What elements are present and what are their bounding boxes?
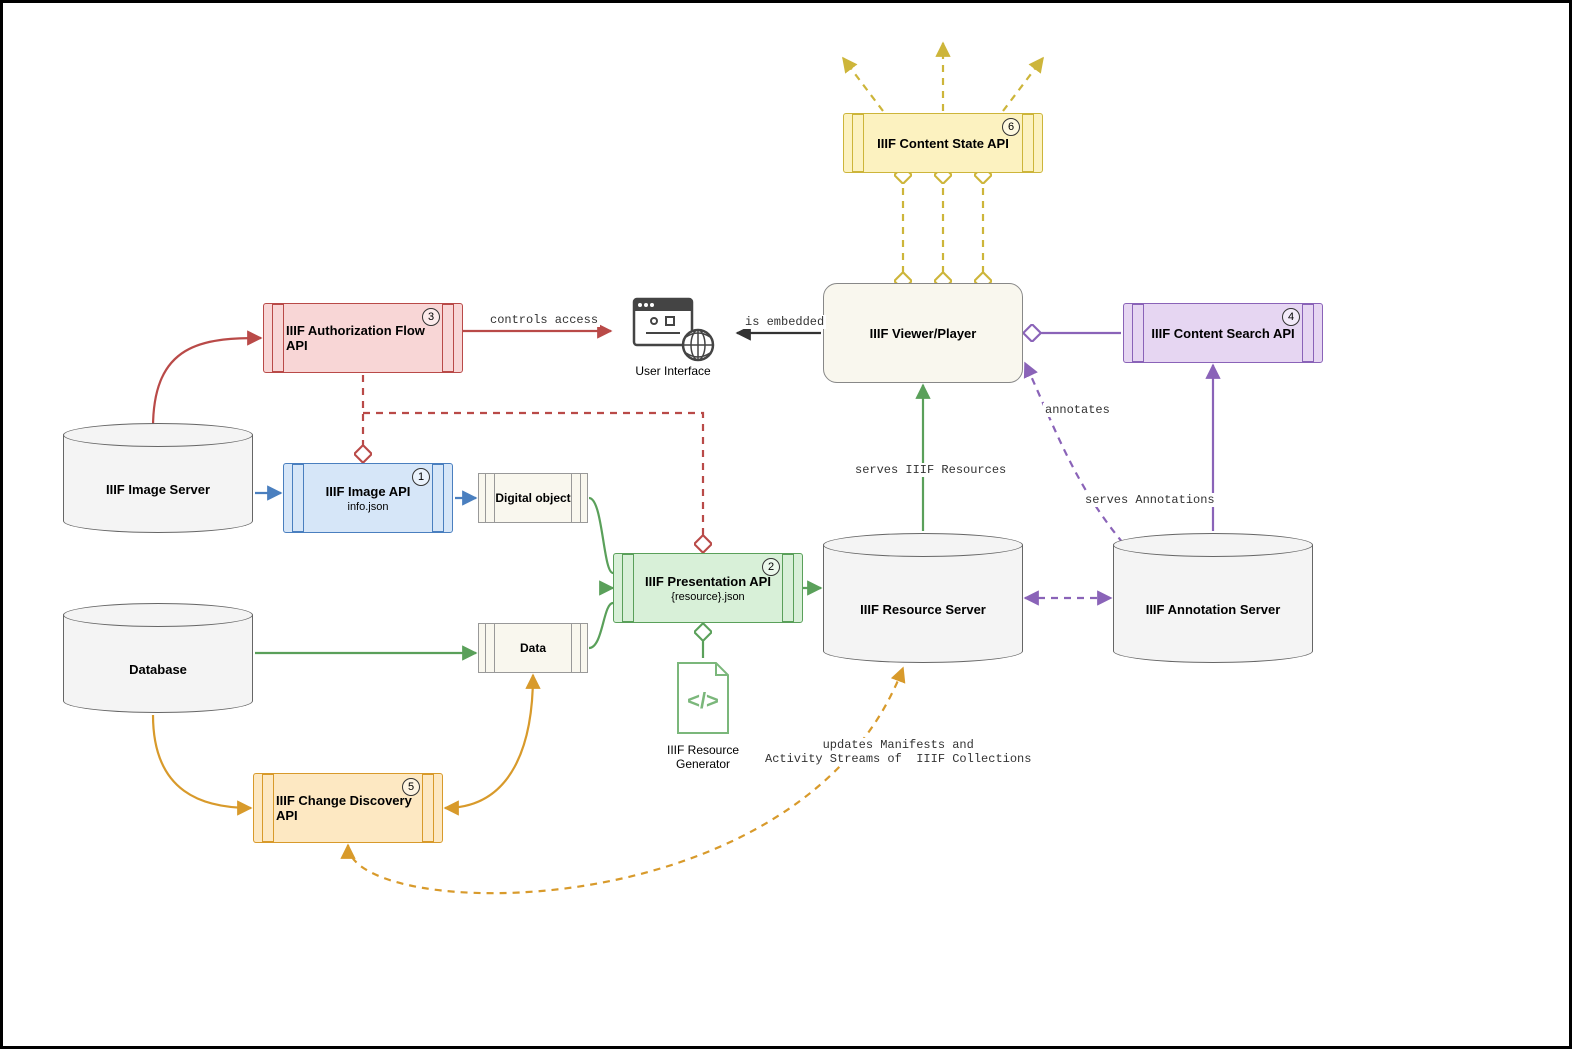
edge-e16c (1003, 58, 1043, 111)
content-search-api-badge: 4 (1282, 308, 1300, 326)
edge-e7 (589, 498, 613, 573)
edge-label-e18: serves Annotations (1083, 493, 1217, 507)
presentation-api-box: 2 IIIF Presentation API {resource}.json (613, 553, 803, 623)
presentation-api-title: IIIF Presentation API (645, 574, 771, 589)
svg-text:</>: </> (687, 688, 719, 713)
content-search-api-box: 4 IIIF Content Search API (1123, 303, 1323, 363)
edge-e8 (589, 603, 613, 648)
image-api-sub: info.json (348, 501, 389, 513)
content-state-api-badge: 6 (1002, 118, 1020, 136)
auth-api-box: 3 IIIF Authorization Flow API (263, 303, 463, 373)
edge-e20 (1025, 363, 1123, 543)
image-server-cylinder: IIIF Image Server (63, 423, 253, 533)
viewer-label: IIIF Viewer/Player (870, 326, 977, 341)
image-api-box: 1 IIIF Image API info.json (283, 463, 453, 533)
edge-e16 (843, 58, 883, 111)
resource-generator-icon: </> IIIF Resource Generator (653, 658, 753, 771)
edge-e1 (153, 338, 261, 428)
resource-server-cylinder: IIIF Resource Server (823, 533, 1023, 663)
edge-e12 (445, 675, 533, 808)
edge-label-e20: annotates (1043, 403, 1112, 417)
digital-object-box: Digital object (478, 473, 588, 523)
user-interface-icon: User Interface (613, 293, 733, 378)
data-box: Data (478, 623, 588, 673)
image-server-label: IIIF Image Server (106, 482, 210, 497)
database-label: Database (129, 662, 187, 677)
change-api-box: 5 IIIF Change Discovery API (253, 773, 443, 843)
edge-e11 (153, 715, 251, 808)
resource-server-label: IIIF Resource Server (860, 602, 986, 617)
change-api-title: IIIF Change Discovery API (276, 793, 420, 823)
edge-label-e10: serves IIIF Resources (853, 463, 1008, 477)
image-api-badge: 1 (412, 468, 430, 486)
edge-label-e2: controls access (488, 313, 600, 327)
content-state-api-box: 6 IIIF Content State API (843, 113, 1043, 173)
auth-api-title: IIIF Authorization Flow API (286, 323, 440, 353)
change-api-badge: 5 (402, 778, 420, 796)
annotation-server-cylinder: IIIF Annotation Server (1113, 533, 1313, 663)
presentation-api-badge: 2 (762, 558, 780, 576)
user-interface-label: User Interface (613, 364, 733, 378)
content-search-api-title: IIIF Content Search API (1151, 326, 1294, 341)
viewer-box: IIIF Viewer/Player (823, 283, 1023, 383)
annotation-server-label: IIIF Annotation Server (1146, 602, 1281, 617)
digital-object-label: Digital object (495, 491, 570, 505)
database-cylinder: Database (63, 603, 253, 713)
auth-api-badge: 3 (422, 308, 440, 326)
diagram-canvas: IIIF Image Server Database IIIF Resource… (0, 0, 1572, 1049)
data-box-label: Data (520, 641, 546, 655)
image-api-title: IIIF Image API (326, 484, 411, 499)
edge-label-e13: updates Manifests and Activity Streams o… (763, 738, 1033, 766)
resource-generator-label: IIIF Resource Generator (653, 743, 753, 771)
content-state-api-title: IIIF Content State API (877, 136, 1009, 151)
edge-label-e14: is embedded (743, 315, 826, 329)
presentation-api-sub: {resource}.json (671, 591, 744, 603)
